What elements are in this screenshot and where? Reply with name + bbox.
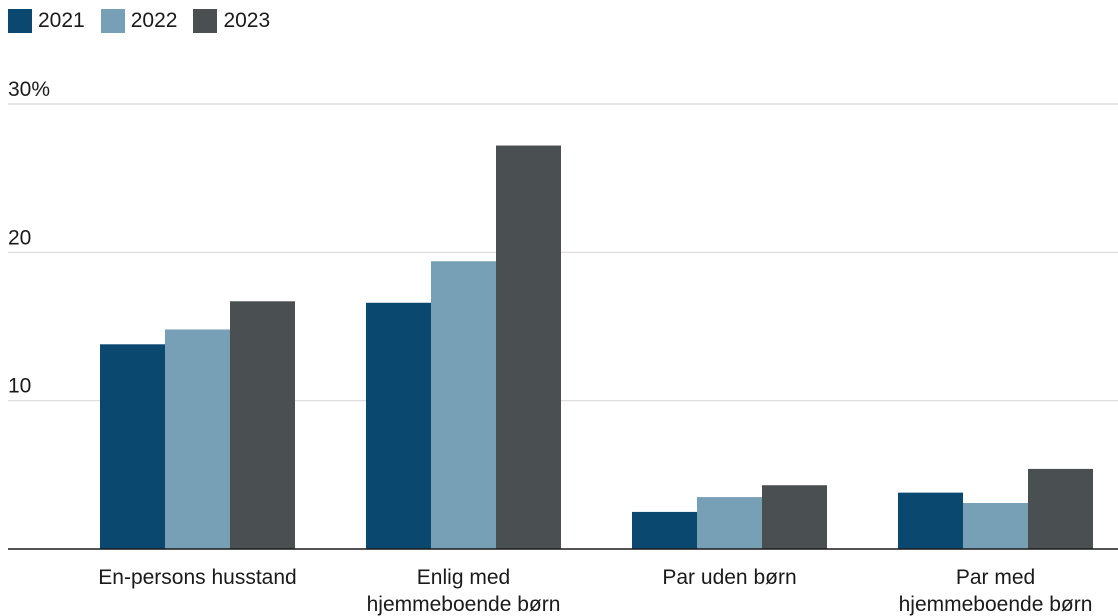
y-tick-label: 10 — [8, 375, 31, 398]
y-tick-label: 20 — [8, 226, 31, 249]
legend: 2021 2022 2023 — [8, 8, 286, 34]
category-label-line: En-persons husstand — [98, 566, 296, 589]
bar-2021-2 — [632, 511, 697, 549]
y-tick-label: 30% — [8, 78, 50, 101]
bar-2022-1 — [431, 261, 496, 549]
category-label: En-persons husstand — [98, 566, 296, 589]
bar-2023-1 — [496, 145, 561, 550]
category-label: Par med hjemmeboende børn — [899, 566, 1093, 616]
bar-2021-3 — [898, 492, 963, 549]
legend-swatch — [100, 9, 125, 33]
category-label-line: Enlig med — [417, 566, 510, 589]
category-label-line: hjemmeboende børn — [899, 593, 1093, 616]
category-label-line: Par med — [956, 566, 1035, 589]
bar-2023-3 — [1028, 468, 1093, 549]
bar-2022-2 — [697, 497, 762, 549]
legend-swatch — [193, 9, 218, 33]
legend-item-2021: 2021 — [8, 9, 85, 33]
legend-label: 2022 — [130, 9, 178, 32]
legend-item-2022: 2022 — [100, 9, 178, 33]
category-label-line: Par uden børn — [662, 566, 796, 589]
bar-2021-1 — [366, 302, 431, 549]
category-label-line: hjemmeboende børn — [367, 593, 561, 616]
bar-2022-0 — [165, 329, 230, 549]
bar-2021-0 — [100, 344, 165, 549]
legend-item-2023: 2023 — [193, 9, 270, 33]
legend-label: 2023 — [223, 9, 271, 32]
bar-2023-2 — [762, 485, 827, 549]
legend-label: 2021 — [38, 9, 85, 32]
category-label: Par uden børn — [662, 566, 796, 589]
bar-2023-0 — [230, 301, 295, 549]
category-label: Enlig med hjemmeboende børn — [367, 566, 561, 616]
legend-swatch — [8, 9, 32, 33]
bar-2022-3 — [963, 503, 1028, 549]
